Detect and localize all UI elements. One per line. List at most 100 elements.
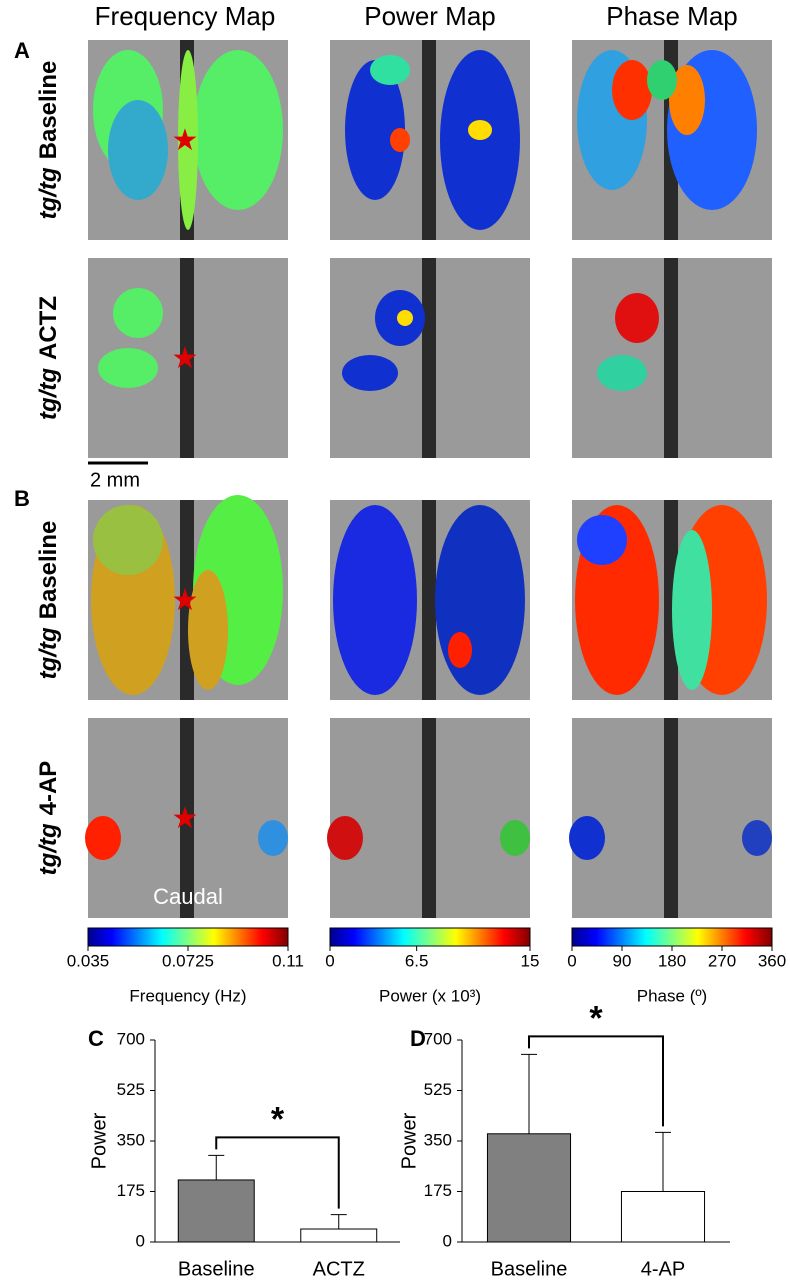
- overlay-blob: [669, 65, 705, 135]
- overlay-blob: [193, 50, 283, 210]
- midline: [422, 500, 436, 700]
- overlay-blob: [569, 816, 605, 860]
- y-axis-label: Power: [88, 1112, 110, 1169]
- colorbar-tick-label: 0: [567, 951, 576, 970]
- colorbar-tick-label: 15: [521, 951, 540, 970]
- star: ★: [172, 802, 199, 835]
- midline: [180, 718, 194, 918]
- overlay-blob: [327, 816, 363, 860]
- y-tick-label: 350: [424, 1130, 452, 1149]
- overlay-blob: [672, 530, 712, 690]
- colorbar: [87, 927, 289, 947]
- row-genotype: tg/tg: [35, 627, 62, 679]
- y-tick-label: 175: [424, 1181, 452, 1200]
- error-bar: [330, 1214, 347, 1230]
- overlay-blob: [178, 50, 198, 230]
- y-tick-label: 525: [424, 1080, 452, 1099]
- bar: [177, 1179, 255, 1243]
- star: ★: [172, 342, 199, 375]
- overlay-blob: [615, 293, 659, 343]
- overlay-blob: [397, 310, 413, 326]
- colorbar-tick-label: 0.035: [67, 951, 110, 970]
- significance-bracket: [528, 1035, 664, 1127]
- row-genotype: tg/tg: [35, 823, 62, 875]
- y-tick-label: 700: [424, 1029, 452, 1048]
- overlay-blob: [647, 60, 677, 100]
- panel-label: A: [14, 38, 30, 63]
- midline: [180, 258, 194, 458]
- panel-label: B: [14, 486, 30, 511]
- overlay-blob: [370, 55, 410, 85]
- annotation: Caudal: [153, 884, 223, 909]
- row-condition: ACTZ: [35, 296, 62, 360]
- overlay-blob: [113, 288, 163, 338]
- midline: [664, 718, 678, 918]
- colorbar-tick-label: 0.0725: [162, 951, 214, 970]
- scale-bar-label: 2 mm: [90, 469, 140, 491]
- overlay-blob: [390, 128, 410, 152]
- colorbar-label: Phase (º): [637, 986, 707, 1005]
- overlay-blob: [85, 816, 121, 860]
- overlay-blob: [435, 505, 525, 695]
- midline: [422, 40, 436, 240]
- significance-label: *: [589, 999, 603, 1037]
- column-header: Frequency Map: [95, 1, 276, 31]
- colorbar: [329, 927, 531, 947]
- y-tick-label: 0: [443, 1231, 452, 1250]
- overlay-blob: [500, 820, 530, 856]
- midline: [422, 258, 436, 458]
- overlay-blob: [742, 820, 772, 856]
- row-label: tg/tg Baseline: [35, 521, 62, 680]
- y-tick-label: 0: [136, 1231, 145, 1250]
- overlay-blob: [93, 505, 163, 575]
- overlay-blob: [342, 355, 398, 391]
- row-condition: 4-AP: [35, 761, 62, 816]
- row-genotype: tg/tg: [35, 368, 62, 420]
- image-panels: ★ ★ ★ ★: [85, 40, 772, 918]
- midline: [422, 718, 436, 918]
- significance-bracket: [215, 1136, 340, 1209]
- y-tick-label: 350: [117, 1130, 145, 1149]
- x-tick-label: Baseline: [178, 1258, 255, 1280]
- bar: [300, 1228, 378, 1243]
- overlay-blob: [98, 348, 158, 388]
- y-tick-label: 525: [117, 1080, 145, 1099]
- x-tick-label: ACTZ: [313, 1258, 365, 1280]
- y-tick-label: 700: [117, 1029, 145, 1048]
- overlay-blob: [188, 570, 228, 690]
- panel-label: C: [88, 1026, 104, 1051]
- overlay-blob: [258, 820, 288, 856]
- colorbar: [571, 927, 773, 947]
- x-tick-label: Baseline: [491, 1258, 568, 1280]
- star: ★: [172, 124, 199, 157]
- overlay-blob: [448, 632, 472, 668]
- midline: [664, 258, 678, 458]
- column-header: Phase Map: [606, 1, 738, 31]
- colorbar-label: Power (x 10³): [379, 986, 481, 1005]
- midline: [664, 500, 678, 700]
- bar: [486, 1133, 572, 1243]
- overlay-blob: [577, 515, 627, 565]
- overlay-blob: [612, 60, 652, 120]
- colorbar-tick-label: 6.5: [405, 951, 429, 970]
- colorbar-label: Frequency (Hz): [129, 986, 246, 1005]
- error-bar: [655, 1131, 671, 1192]
- overlay-blob: [108, 100, 168, 200]
- row-label: tg/tg 4-AP: [35, 761, 62, 876]
- error-bar: [208, 1154, 225, 1180]
- bar: [620, 1191, 706, 1243]
- row-genotype: tg/tg: [35, 167, 62, 219]
- colorbar-tick-label: 360: [758, 951, 786, 970]
- overlay-blob: [345, 60, 405, 200]
- panel-label: D: [410, 1026, 426, 1051]
- row-condition: Baseline: [35, 521, 62, 620]
- star: ★: [172, 584, 199, 617]
- error-bar: [521, 1053, 537, 1134]
- colorbar-tick-label: 270: [708, 951, 736, 970]
- row-label: tg/tg Baseline: [35, 61, 62, 220]
- column-header: Power Map: [364, 1, 496, 31]
- overlay-blob: [333, 505, 417, 695]
- row-label: tg/tg ACTZ: [35, 296, 62, 420]
- colorbar-tick-label: 0: [325, 951, 334, 970]
